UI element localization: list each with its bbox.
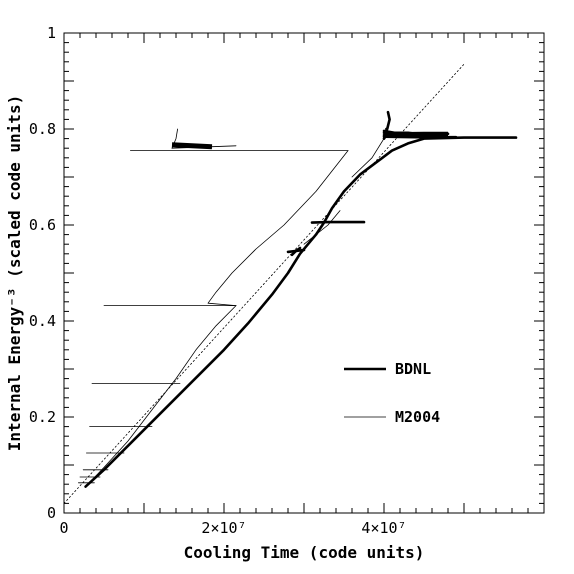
plot-frame xyxy=(63,32,545,514)
series-bdnl-segment xyxy=(385,110,391,131)
y-tick-label: 1 xyxy=(47,24,56,42)
plot-layer xyxy=(64,63,518,504)
thick-blob-mark xyxy=(385,131,448,138)
series-bdnl-segment xyxy=(290,246,302,257)
y-tick-label: 0.8 xyxy=(29,120,56,138)
x-axis-title: Cooling Time (code units) xyxy=(184,543,425,562)
y-tick-label: 0.4 xyxy=(29,312,56,330)
series-m2004-segment xyxy=(87,305,237,485)
x-tick-label: 2×10⁷ xyxy=(201,519,246,537)
legend-label: M2004 xyxy=(395,408,440,426)
y-tick-label: 0.6 xyxy=(29,216,56,234)
series-layer xyxy=(64,63,518,504)
ticks-layer: 0 2×10⁷ 4×10⁷ 0 0.2 0.4 0.6 0.8 1 xyxy=(29,24,545,537)
series-m2004-segment xyxy=(303,210,341,245)
legend: BDNL M2004 xyxy=(344,360,440,426)
series-m2004-segment xyxy=(207,150,349,306)
legend-label: BDNL xyxy=(395,360,431,378)
series-bdnl-segment xyxy=(84,136,518,488)
thick-blob-mark xyxy=(171,142,213,150)
y-axis-title: Internal Energy⁻³ (scaled code units) xyxy=(5,95,24,451)
series-bdnl-segment xyxy=(310,220,366,224)
y-tick-label: 0.2 xyxy=(29,408,56,426)
series-m2004-segment xyxy=(351,138,385,178)
x-tick-label: 4×10⁷ xyxy=(361,519,406,537)
y-tick-label: 0 xyxy=(47,504,56,522)
x-tick-label: 0 xyxy=(59,519,68,537)
series-reference-line-segment xyxy=(64,63,465,504)
